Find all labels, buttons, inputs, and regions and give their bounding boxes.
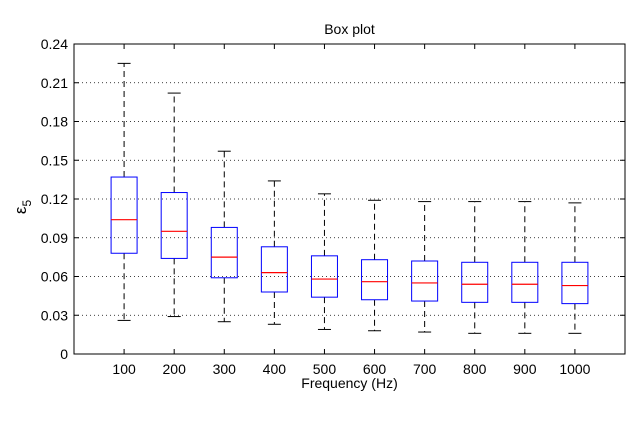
box-plot-item <box>411 201 439 333</box>
box <box>461 261 489 303</box>
x-tick-label: 800 <box>463 361 487 377</box>
box <box>160 192 188 259</box>
box-plot-item <box>110 62 138 321</box>
axis-ticks <box>74 43 625 355</box>
y-tick-label: 0.18 <box>41 114 68 130</box>
x-tick-label: 600 <box>363 361 387 377</box>
y-tick-label: 0.06 <box>41 269 68 285</box>
x-tick-label: 300 <box>213 361 237 377</box>
x-axis-label: Frequency (Hz) <box>301 375 397 391</box>
svg-text:ε5: ε5 <box>11 200 34 215</box>
box <box>110 176 138 254</box>
y-tick-label: 0.03 <box>41 307 68 323</box>
boxes <box>110 62 589 334</box>
box-plot-item <box>160 92 188 318</box>
y-tick-label: 0.12 <box>41 191 68 207</box>
box <box>561 261 589 305</box>
box <box>260 246 288 293</box>
x-axis-tick-labels: 100 200 300 400 500 600 700 800 900 1000 <box>112 361 590 377</box>
x-tick-label: 500 <box>313 361 337 377</box>
box-plot-item <box>210 150 238 323</box>
y-tick-label: 0.09 <box>41 230 68 246</box>
y-tick-label: 0.24 <box>41 36 68 52</box>
x-tick-label: 400 <box>263 361 287 377</box>
x-tick-label: 200 <box>163 361 187 377</box>
box <box>411 260 439 302</box>
box <box>310 255 338 298</box>
box-plot-item <box>310 193 338 330</box>
x-tick-label: 100 <box>112 361 136 377</box>
x-tick-label: 1000 <box>559 361 590 377</box>
box <box>210 226 238 279</box>
y-axis-tick-labels: 0 0.03 0.06 0.09 0.12 0.15 0.18 0.21 0.24 <box>41 36 68 362</box>
chart-title: Box plot <box>324 21 375 37</box>
box-plot-item <box>361 199 389 332</box>
x-tick-label: 900 <box>513 361 537 377</box>
y-axis-label-symbol: ε <box>11 206 30 214</box>
box-plot-item <box>511 201 539 334</box>
box <box>511 261 539 303</box>
box-plot-item <box>260 180 288 325</box>
box-plot-item <box>461 201 489 334</box>
y-axis-label-subscript: 5 <box>20 200 34 207</box>
y-tick-label: 0.15 <box>41 152 68 168</box>
box-plot-item <box>561 202 589 334</box>
y-tick-label: 0.21 <box>41 75 68 91</box>
y-tick-label: 0 <box>60 346 68 362</box>
x-tick-label: 700 <box>413 361 437 377</box>
y-axis-label: ε5 <box>11 200 34 215</box>
box <box>361 259 389 301</box>
